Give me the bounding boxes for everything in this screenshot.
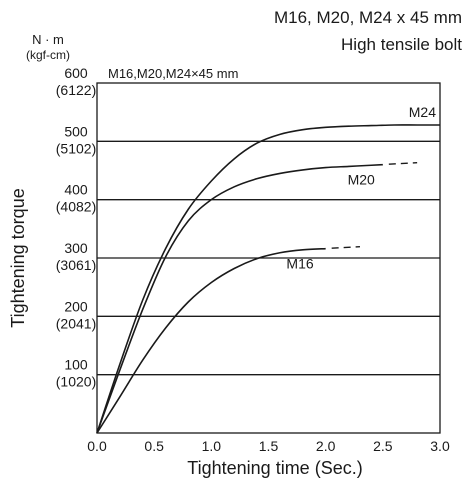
series-extension-m16 [331,245,361,249]
y-tick-sublabel: (3061) [56,257,96,273]
y-axis-title: Tightening torque [8,188,28,327]
chart-title: M16, M20, M24 x 45 mm [274,8,462,27]
x-tick-labels: 0.0 0.5 1.0 1.5 2.0 2.5 3.0 [87,438,450,454]
series-line-m20 [96,163,383,434]
x-tick-label: 2.0 [316,438,336,454]
x-tick-label: 2.5 [373,438,393,454]
series-extension-m20 [388,161,418,165]
series-label-m20: M20 [348,172,375,188]
y-tick-sublabel: (6122) [56,82,96,98]
series-line-m24 [96,124,440,434]
x-tick-label: 0.0 [87,438,107,454]
y-tick-label: 200 [64,298,88,314]
grid-lines [97,140,440,376]
y-tick-label: 300 [64,240,88,256]
series-line-m16 [96,247,326,434]
series-label-m16: M16 [286,256,313,272]
y-tick-label: 500 [64,123,88,139]
y-tick-sublabel: (2041) [56,315,96,331]
series-lines: M24 M20 M16 [96,104,440,434]
x-tick-label: 3.0 [430,438,450,454]
y-tick-label: 100 [64,357,88,373]
y-unit-secondary: (kgf-cm) [26,48,70,62]
chart-subtitle: High tensile bolt [341,35,462,54]
y-tick-labels: 100(1020)200(2041)300(3061)400(4082)500(… [56,65,96,390]
y-tick-sublabel: (1020) [56,374,96,390]
y-tick-sublabel: (4082) [56,199,96,215]
y-tick-label: 400 [64,182,88,198]
inner-title: M16,M20,M24×45 mm [108,66,238,81]
axes [96,82,441,434]
x-tick-label: 1.0 [202,438,222,454]
y-unit-primary: N · m [32,32,64,47]
x-tick-label: 1.5 [259,438,279,454]
x-axis-title: Tightening time (Sec.) [187,458,362,478]
series-label-m24: M24 [409,104,436,120]
y-tick-sublabel: (5102) [56,140,96,156]
x-tick-label: 0.5 [144,438,164,454]
plot-frame [96,82,441,434]
y-tick-label: 600 [64,65,88,81]
